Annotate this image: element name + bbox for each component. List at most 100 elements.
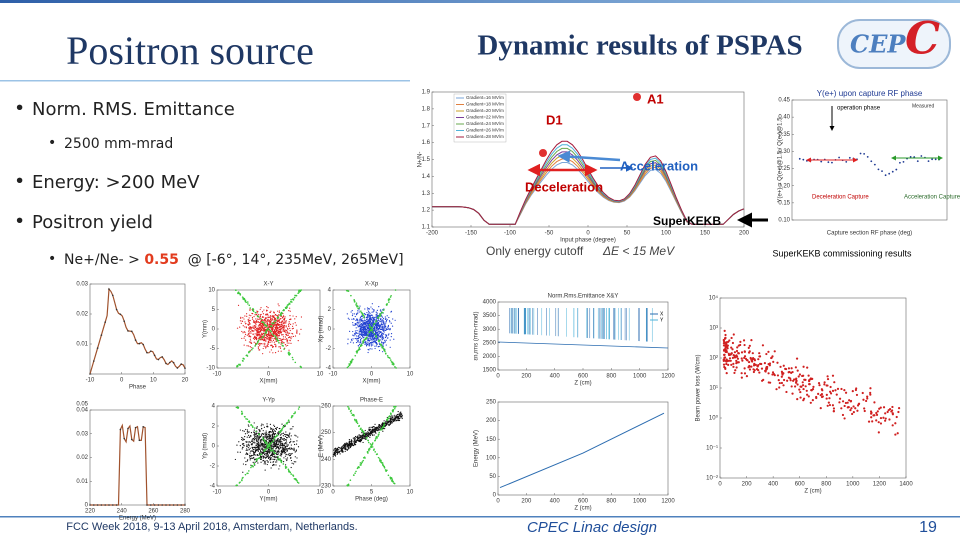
- decor-dot: [257, 446, 260, 448]
- decor-dot: [828, 403, 832, 407]
- decor-dot: [354, 323, 356, 325]
- decor-dot: [385, 334, 388, 336]
- decor-dot: [259, 327, 261, 330]
- decor-dot: [266, 452, 269, 454]
- decor-dot: [246, 315, 248, 317]
- decor-dot: [268, 316, 270, 318]
- decor-dot: [259, 450, 262, 452]
- decor-dot: [820, 393, 824, 396]
- decor-dot: [375, 341, 378, 344]
- decor-dot: [374, 423, 376, 425]
- decor-dot: [252, 437, 254, 440]
- y-axis-label: Beam power loss (W/cm): [696, 354, 702, 421]
- decor-dot: [275, 344, 277, 346]
- decor-dot: [367, 441, 370, 444]
- decor-dot: [288, 454, 290, 456]
- decor-dot: [358, 311, 360, 313]
- decor-dot: [277, 350, 279, 352]
- decor-dot: [869, 391, 872, 394]
- decor-dot: [262, 321, 265, 324]
- decor-dot: [369, 337, 371, 339]
- decor-dot: [377, 346, 379, 348]
- decor-dot: [258, 435, 260, 437]
- decor-dot: [256, 454, 258, 456]
- decor-dot: [383, 325, 385, 327]
- decor-dot: [247, 320, 249, 322]
- decor-dot: [380, 428, 383, 430]
- decor-dot: [757, 358, 760, 361]
- decor-dot: [295, 435, 297, 437]
- decor-dot: [271, 454, 273, 456]
- decor-dot: [279, 454, 281, 456]
- decor-dot: [391, 361, 394, 364]
- decor-dot: [261, 326, 263, 328]
- y-tick-label: 100: [486, 455, 497, 461]
- decor-dot: [255, 438, 258, 440]
- decor-dot: [244, 339, 247, 341]
- decor-dot: [274, 332, 276, 334]
- decor-dot: [176, 504, 179, 506]
- decor-dot: [763, 362, 766, 365]
- decor-dot: [281, 446, 283, 448]
- decor-dot: [359, 322, 361, 324]
- decor-dot: [297, 436, 299, 438]
- y-tick-label: 1.6: [422, 140, 431, 146]
- decor-dot: [825, 384, 828, 387]
- decor-dot: [275, 314, 277, 316]
- decor-dot: [274, 317, 277, 319]
- decor-dot: [381, 309, 384, 311]
- decor-dot: [245, 441, 247, 443]
- decor-dot: [359, 323, 361, 325]
- decor-dot: [250, 347, 252, 349]
- x-tick-label: 1000: [846, 482, 860, 488]
- y-tick-label: 0.02: [76, 455, 88, 461]
- decor-dot: [262, 424, 264, 426]
- decor-dot: [740, 376, 743, 379]
- decor-dot: [381, 426, 384, 428]
- decor-dot: [348, 444, 351, 446]
- decor-dot: [379, 426, 381, 428]
- decor-dot: [253, 422, 255, 424]
- decor-dot: [383, 422, 385, 424]
- decor-dot: [838, 397, 842, 400]
- decor-dot: [397, 419, 399, 422]
- caption: ΔE < 15 MeV: [602, 244, 675, 258]
- decor-dot: [112, 504, 114, 506]
- decor-dot: [247, 323, 249, 325]
- decor-dot: [371, 322, 373, 324]
- decor-dot: [361, 333, 363, 335]
- decor-dot: [373, 316, 375, 318]
- decor-dot: [934, 158, 937, 161]
- decor-dot: [373, 434, 375, 436]
- decor-dot: [269, 334, 271, 336]
- decor-dot: [283, 437, 285, 440]
- decor-dot: [255, 318, 257, 320]
- y-tick-label: 2000: [483, 354, 497, 360]
- decor-dot: [250, 431, 253, 434]
- decor-dot: [263, 320, 265, 322]
- decor-dot: [370, 323, 372, 325]
- decor-dot: [290, 459, 293, 462]
- decor-dot: [357, 335, 359, 337]
- decor-dot: [250, 340, 252, 342]
- decor-dot: [274, 443, 276, 445]
- y-axis-label: Xp (mrad): [319, 316, 325, 343]
- decor-dot: [271, 451, 273, 453]
- decor-dot: [265, 340, 267, 342]
- decor-dot: [249, 458, 251, 460]
- decor-dot: [289, 310, 291, 312]
- decor-dot: [808, 379, 811, 382]
- decor-dot: [184, 504, 186, 506]
- decor-dot: [292, 463, 295, 465]
- decor-dot: [277, 337, 279, 339]
- decor-dot: [256, 440, 258, 442]
- decor-dot: [251, 329, 254, 332]
- decor-dot: [286, 444, 288, 446]
- decor-dot: [724, 367, 727, 371]
- decor-dot: [267, 425, 269, 428]
- decor-dot: [869, 387, 872, 390]
- decor-dot: [279, 347, 282, 349]
- decor-dot: [263, 444, 266, 446]
- decor-dot: [895, 415, 898, 419]
- decor-dot: [265, 451, 267, 453]
